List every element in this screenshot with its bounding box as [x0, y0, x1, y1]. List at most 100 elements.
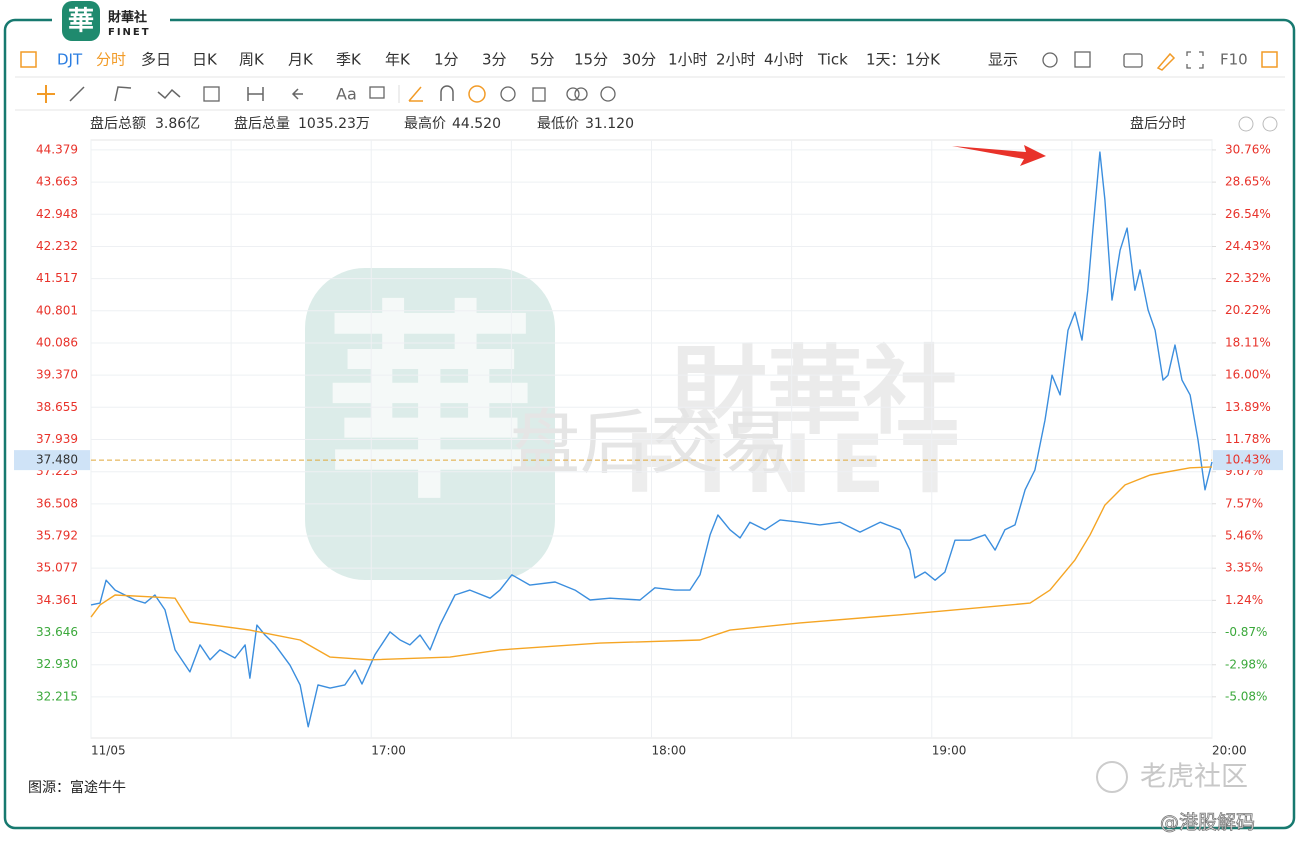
chart: 11/05 17:00 18:00 19:00 20:00 44.379 43.663 42.…: [14, 139, 1283, 758]
tab[interactable]: 周K: [239, 51, 265, 69]
price-line: [90, 151, 1213, 728]
panel-toggle[interactable]: [20, 51, 37, 68]
tab[interactable]: 2小时: [716, 51, 756, 69]
fullscreen-icon[interactable]: [1186, 51, 1204, 69]
author-mark: @港股解码: [1160, 812, 1255, 834]
pen-tool[interactable]: [408, 86, 423, 102]
frame: [3, 18, 1296, 830]
y2-tick-label: 22.32%: [1225, 271, 1271, 285]
compare-tool[interactable]: [566, 87, 580, 101]
logo-latin: FINET: [108, 27, 151, 38]
y-tick-label: 41.517: [36, 271, 78, 285]
settings-icon[interactable]: [1042, 52, 1058, 68]
tab[interactable]: 5分: [530, 51, 555, 69]
annotation-arrow: [952, 145, 1046, 166]
lock-tool[interactable]: [468, 85, 486, 103]
y2-tick-label: -0.87%: [1225, 625, 1267, 639]
logo-mark: 華: [68, 7, 94, 37]
note-tool[interactable]: [369, 86, 385, 99]
x-tick-label: 19:00: [932, 744, 967, 758]
y-tick-label: 42.948: [36, 207, 78, 221]
y2-tick-label: 28.65%: [1225, 175, 1271, 189]
price-line: [90, 466, 1213, 661]
zoom-in[interactable]: [1262, 116, 1278, 132]
info-value: 3.86亿: [155, 116, 200, 132]
tab[interactable]: 1分: [434, 51, 459, 69]
x-tick-label: 18:00: [652, 744, 687, 758]
y-tick-label: 40.801: [36, 303, 78, 317]
y-tick-label: 32.930: [36, 657, 78, 671]
info-label: 盘后总量: [234, 115, 290, 132]
info-label: 最高价: [404, 115, 446, 132]
move-tool[interactable]: [37, 85, 55, 103]
tab[interactable]: Tick: [817, 51, 848, 69]
y-tick-label: 43.663: [36, 175, 78, 189]
draw-icon[interactable]: [1156, 52, 1176, 71]
tab[interactable]: 多日: [141, 51, 171, 69]
y2-tick-label: 16.00%: [1225, 368, 1271, 382]
watermark-session: 盘后交易: [510, 402, 790, 484]
y2-tick-label: -2.98%: [1225, 657, 1267, 671]
y-tick-label: 32.215: [36, 689, 78, 703]
logo-badge: [62, 1, 100, 41]
watermark-badge: [305, 268, 555, 580]
tab[interactable]: 月K: [288, 51, 314, 69]
y-tick-label: 44.379: [36, 142, 78, 156]
zoom-out[interactable]: [1238, 116, 1254, 132]
y2-tick-label: 24.43%: [1225, 239, 1271, 253]
y2-tick-label: 3.35%: [1225, 561, 1263, 575]
y2-tick-label: 13.89%: [1225, 400, 1271, 414]
f10-button[interactable]: F10: [1220, 51, 1248, 69]
tab[interactable]: 日K: [192, 51, 218, 69]
y-tick-label: 40.086: [36, 335, 78, 349]
y-tick-label: 38.655: [36, 400, 78, 414]
y-tick-label: 35.792: [36, 529, 78, 543]
y2-tick-label: 20.22%: [1225, 303, 1271, 317]
tab[interactable]: 4小时: [764, 51, 804, 69]
tab[interactable]: 15分: [574, 51, 608, 69]
indicator-settings[interactable]: [600, 86, 616, 102]
y-tick-label: 42.232: [36, 239, 78, 253]
watermark-name: 財華社: [671, 335, 959, 447]
magnet-tool[interactable]: [440, 85, 454, 101]
fib-tool[interactable]: [203, 86, 220, 102]
y-tick-label: 35.077: [36, 561, 78, 575]
reference-label-bg: [14, 450, 90, 471]
community-icon: [1096, 761, 1128, 793]
tab[interactable]: 3分: [482, 51, 507, 69]
channel-tool[interactable]: [114, 86, 132, 102]
tab[interactable]: 1小时: [668, 51, 708, 69]
y2-tick-label: 1.24%: [1225, 593, 1263, 607]
compare-tool[interactable]: [574, 87, 588, 101]
y2-tick-label: 5.46%: [1225, 528, 1263, 542]
camera-icon[interactable]: [1123, 53, 1143, 68]
delete-tool[interactable]: [532, 87, 546, 102]
hide-tool[interactable]: [500, 86, 516, 102]
arrow-tool[interactable]: [291, 88, 303, 100]
tab[interactable]: 30分: [622, 51, 656, 69]
symbol[interactable]: DJT: [57, 51, 83, 69]
y-tick-label: 33.646: [36, 625, 78, 639]
logo-name: 財華社: [107, 10, 147, 26]
display-menu[interactable]: 显示: [988, 51, 1018, 69]
wave-tool[interactable]: [157, 88, 181, 100]
line-tool[interactable]: [69, 86, 85, 102]
reference-label: 37.480: [36, 453, 78, 467]
layout-icon[interactable]: [1074, 51, 1091, 68]
range-select[interactable]: 1天：1分K: [866, 51, 941, 69]
y-tick-label: 37.939: [36, 432, 78, 446]
tab[interactable]: 年K: [385, 51, 411, 69]
tabs: 分时 多日 日K 周K 月K 季K 年K 1分 3分 5分 15分 30分 1小时 2小时 4小时 Tick: [96, 51, 848, 69]
text-tool[interactable]: Aa: [336, 85, 357, 104]
tab[interactable]: 季K: [336, 51, 362, 69]
watermark: 華 財華社 FINET 盘后交易: [305, 268, 959, 580]
y-tick-label: 36.508: [36, 496, 78, 510]
info-value: 44.520: [452, 116, 501, 132]
mode-select[interactable]: 盘后分时: [1130, 115, 1186, 132]
reference-pct-label: 10.43%: [1225, 453, 1271, 467]
measure-tool[interactable]: [247, 87, 264, 101]
y2-tick-label: -5.08%: [1225, 689, 1267, 703]
panel-toggle-right[interactable]: [1261, 51, 1278, 68]
tab[interactable]: 分时: [96, 51, 126, 69]
